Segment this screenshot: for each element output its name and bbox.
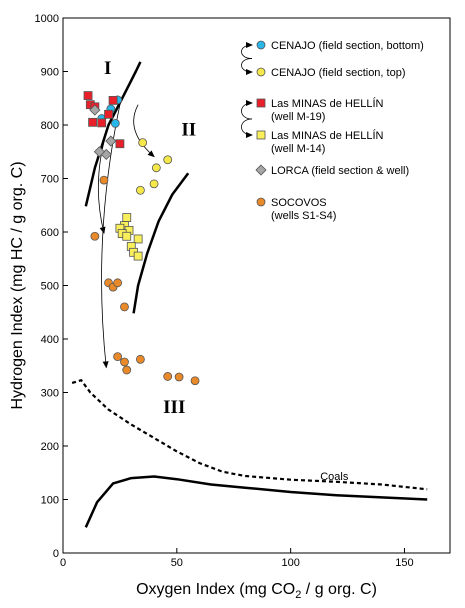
legend-label-3: (well M-14): [271, 143, 325, 155]
data-point-series-3: [122, 231, 132, 241]
type-label-II: II: [181, 120, 196, 141]
trend-arrow: [101, 104, 121, 369]
legend-label-2: (well M-19): [271, 111, 325, 123]
curve-coals: [71, 379, 428, 491]
reference-curves: Coals: [71, 61, 428, 528]
y-tick-label: 900: [41, 67, 59, 79]
data-point-series-1: [163, 155, 173, 165]
data-point-series-1: [151, 163, 161, 173]
legend-bracket-arrow: [241, 100, 253, 120]
data-point-series-5: [135, 354, 145, 364]
legend: CENAJO (field section, bottom) CENAJO (fi…: [241, 40, 424, 222]
legend-marker-0: [256, 40, 266, 50]
legend-marker-5: [256, 197, 266, 207]
data-point-series-1: [149, 179, 159, 189]
data-point-series-5: [190, 376, 200, 386]
data-point-series-5: [174, 372, 184, 382]
data-point-series-1: [135, 185, 145, 195]
y-tick-label: 800: [41, 120, 59, 132]
data-point-series-5: [99, 175, 109, 185]
data-point-series-3: [122, 213, 132, 222]
legend-bracket-arrow: [241, 118, 253, 138]
legend-marker-4: [255, 164, 267, 176]
trend-arrow: [98, 119, 112, 235]
data-point-series-0: [110, 118, 120, 128]
y-axis-title: Hydrogen Index (mg HC / g org. C): [9, 161, 26, 409]
data-point-series-2: [108, 95, 118, 105]
y-tick-label: 600: [41, 227, 59, 239]
legend-label-5: SOCOVOS: [271, 197, 327, 209]
y-tick-label: 700: [41, 174, 59, 186]
data-point-series-4: [89, 104, 101, 116]
legend-bracket-arrow: [241, 42, 253, 59]
data-point-series-5: [113, 278, 123, 288]
data-point-series-5: [122, 365, 132, 375]
y-tick-label: 0: [53, 548, 59, 560]
data-point-series-4: [105, 135, 117, 147]
x-tick-label: 100: [281, 557, 299, 569]
y-tick-label: 1000: [35, 13, 59, 25]
legend-marker-1: [256, 67, 266, 77]
legend-label-5: (wells S1-S4): [271, 210, 336, 222]
legend-label-4: LORCA (field section & well): [271, 165, 409, 177]
x-tick-label: 150: [395, 557, 413, 569]
y-tick-label: 400: [41, 334, 59, 346]
data-point-series-5: [90, 231, 100, 241]
legend-label-2: Las MINAS de HELLÍN: [271, 97, 384, 110]
trend-arrows: [98, 104, 155, 369]
y-tick-label: 100: [41, 495, 59, 507]
legend-marker-2: [256, 98, 266, 108]
trend-arrow: [133, 104, 155, 158]
coals-label: Coals: [320, 471, 349, 483]
data-point-series-5: [120, 302, 129, 312]
data-point-series-2: [115, 139, 125, 149]
type-label-I: I: [104, 58, 111, 79]
y-tick-label: 300: [41, 388, 59, 400]
data-point-series-2: [104, 109, 113, 119]
legend-label-3: Las MINAS de HELLÍN: [271, 129, 384, 142]
x-tick-label: 0: [60, 557, 66, 569]
data-point-series-2: [88, 117, 97, 127]
curve-type-I: [84, 61, 142, 207]
x-tick-label: 50: [171, 557, 183, 569]
data-point-series-3: [133, 234, 143, 244]
legend-bracket-arrow: [241, 58, 253, 75]
axis-ticks: 0 100 200 300 400 500 600 700 800 900 1000 0 50 100 15…: [35, 13, 414, 569]
data-point-series-5: [120, 357, 129, 367]
legend-label-0: CENAJO (field section, bottom): [271, 40, 424, 52]
legend-marker-3: [256, 130, 266, 140]
data-points: [83, 91, 200, 386]
data-point-series-2: [97, 118, 107, 128]
data-point-series-2: [83, 91, 93, 100]
curve-type-II: [132, 172, 190, 314]
data-point-series-5: [163, 372, 173, 381]
x-axis-title: Oxygen Index (mg CO2 / g org. C): [136, 581, 377, 601]
y-tick-label: 200: [41, 441, 59, 453]
y-tick-label: 500: [41, 281, 59, 293]
type-label-III: III: [163, 397, 185, 418]
data-point-series-5: [113, 352, 123, 362]
data-point-series-1: [138, 138, 148, 148]
data-point-series-3: [133, 251, 143, 261]
data-point-series-4: [93, 146, 105, 158]
curve-type-III: [84, 475, 428, 528]
legend-label-1: CENAJO (field section, top): [271, 67, 406, 79]
